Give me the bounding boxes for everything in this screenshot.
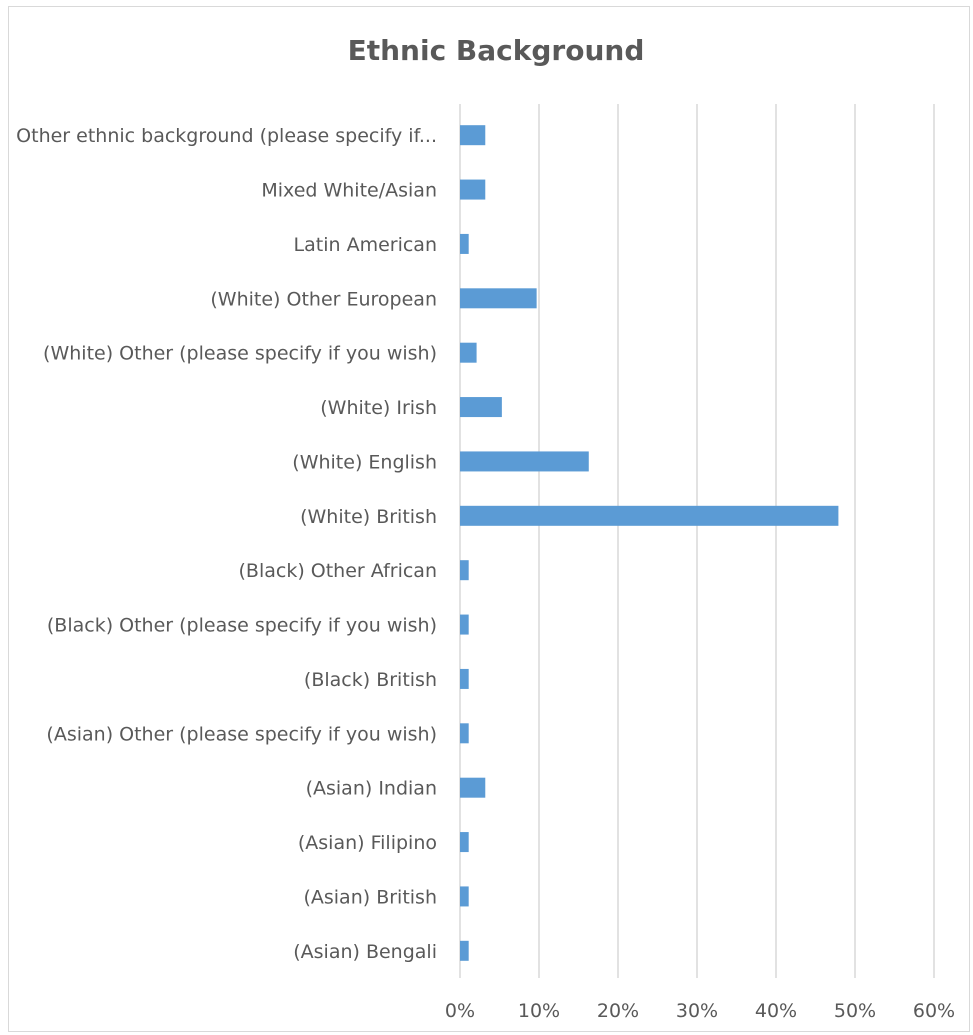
bar <box>460 288 537 309</box>
category-label: (Black) Other (please specify if you wis… <box>47 615 437 637</box>
bar <box>460 179 486 200</box>
bar <box>460 832 469 853</box>
bar <box>460 614 469 635</box>
grid-lines <box>459 104 935 978</box>
bar <box>460 886 469 907</box>
category-label: (White) British <box>300 506 437 528</box>
x-tick-label: 30% <box>676 1000 718 1022</box>
bar <box>460 342 477 363</box>
x-tick-labels: 0% 10% 20% 30% 40% 50% 60% <box>445 1000 955 1022</box>
category-label: (White) Other European <box>210 288 437 310</box>
category-label: (Asian) British <box>303 886 437 908</box>
bars <box>460 125 839 961</box>
bar <box>460 233 469 254</box>
bar <box>460 505 839 526</box>
x-tick-label: 0% <box>445 1000 475 1022</box>
category-label: (White) English <box>292 451 437 473</box>
x-tick-label: 20% <box>597 1000 639 1022</box>
category-label: (Black) British <box>304 669 437 691</box>
category-label: (Asian) Indian <box>306 778 437 800</box>
x-tick-label: 60% <box>913 1000 955 1022</box>
category-label: (Asian) Other (please specify if you wis… <box>46 723 437 745</box>
bar <box>460 777 486 798</box>
category-label: (White) Irish <box>320 397 437 419</box>
category-labels: Other ethnic background (please specify … <box>16 125 437 963</box>
bar <box>460 125 486 146</box>
bar <box>460 560 469 581</box>
category-label: (Black) Other African <box>239 560 438 582</box>
bar <box>460 668 469 689</box>
category-label: Other ethnic background (please specify … <box>16 125 437 147</box>
bar <box>460 397 502 418</box>
bar <box>460 723 469 744</box>
category-label: (Asian) Filipino <box>298 832 437 854</box>
category-label: (White) Other (please specify if you wis… <box>43 343 437 365</box>
bar <box>460 451 589 472</box>
bar <box>460 940 469 961</box>
category-label: Latin American <box>294 234 437 256</box>
x-tick-label: 10% <box>518 1000 560 1022</box>
x-tick-label: 50% <box>834 1000 876 1022</box>
x-tick-label: 40% <box>755 1000 797 1022</box>
category-label: (Asian) Bengali <box>293 941 437 963</box>
chart-title: Ethnic Background <box>347 34 645 67</box>
category-label: Mixed White/Asian <box>261 180 437 202</box>
